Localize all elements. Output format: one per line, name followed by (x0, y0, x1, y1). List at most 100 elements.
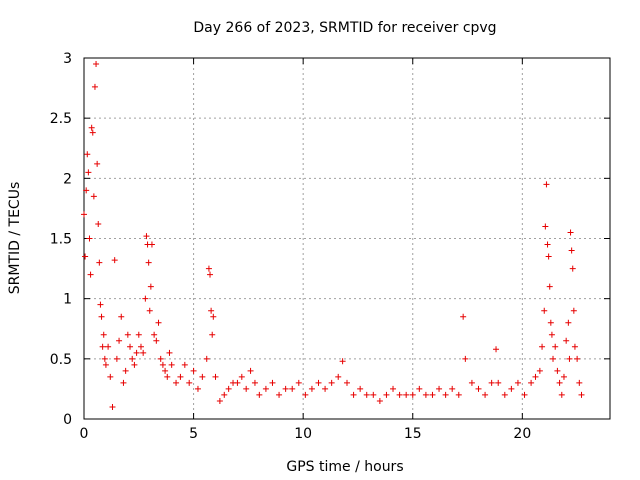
data-point (468, 379, 475, 386)
data-point (543, 181, 550, 188)
data-point (539, 343, 546, 350)
data-point (88, 124, 95, 131)
data-point (208, 307, 215, 314)
data-point (221, 391, 228, 398)
chart-title: Day 266 of 2023, SRMTID for receiver cpv… (193, 20, 496, 36)
data-point (344, 379, 350, 386)
data-point (396, 391, 403, 398)
data-point (177, 373, 184, 380)
data-point (429, 391, 436, 398)
x-tick-label: 10 (294, 426, 312, 442)
data-point (269, 379, 276, 386)
y-tick-label: 2 (63, 171, 72, 187)
data-point (571, 343, 578, 350)
data-point (282, 385, 289, 392)
data-point (302, 391, 309, 398)
data-point (81, 211, 87, 218)
data-point (85, 169, 92, 176)
data-point (87, 271, 94, 278)
data-point (142, 295, 149, 302)
data-point (376, 397, 383, 404)
data-point (558, 391, 565, 398)
data-point (247, 367, 254, 374)
data-point (181, 361, 188, 368)
y-tick-label: 1.5 (50, 232, 72, 248)
data-point (107, 373, 114, 380)
data-point (560, 373, 567, 380)
data-point (521, 391, 528, 398)
data-point (225, 385, 232, 392)
data-point (82, 253, 89, 260)
data-point (295, 379, 302, 386)
y-tick-label: 0.5 (50, 352, 72, 368)
data-point (166, 349, 173, 356)
data-point (145, 259, 152, 266)
x-axis-label: GPS time / hours (286, 459, 403, 475)
data-point (449, 385, 456, 392)
data-point (140, 349, 147, 356)
data-point (243, 385, 250, 392)
data-point (148, 241, 155, 248)
data-point (514, 379, 521, 386)
data-point (216, 397, 223, 404)
grid-layer (84, 58, 610, 419)
data-point (262, 385, 269, 392)
data-point (276, 391, 283, 398)
x-tick-label: 15 (404, 426, 422, 442)
data-point (210, 313, 217, 320)
data-point (532, 373, 539, 380)
data-point (436, 385, 443, 392)
data-point (569, 265, 576, 272)
data-point (493, 346, 500, 353)
data-point (574, 355, 581, 362)
data-points (81, 61, 585, 410)
data-point (186, 379, 193, 386)
data-point (212, 373, 219, 380)
data-point (84, 151, 91, 158)
data-point (159, 361, 166, 368)
data-point (251, 379, 258, 386)
x-tick-label: 20 (513, 426, 531, 442)
data-point (328, 379, 335, 386)
data-point (105, 343, 112, 350)
data-point (153, 337, 160, 344)
data-point (308, 385, 315, 392)
y-tick-label: 2.5 (50, 111, 72, 127)
data-point (501, 391, 508, 398)
data-point (93, 61, 100, 68)
data-point (576, 379, 583, 386)
data-point (234, 379, 241, 386)
data-point (194, 385, 201, 392)
data-point (83, 187, 90, 194)
data-point (475, 385, 482, 392)
data-point (151, 331, 158, 338)
data-point (98, 313, 105, 320)
data-point (124, 331, 131, 338)
data-point (111, 257, 118, 264)
data-point (548, 331, 555, 338)
data-point (129, 355, 136, 362)
data-point (363, 391, 370, 398)
data-point (568, 247, 575, 254)
data-point (120, 379, 127, 386)
data-point (99, 343, 106, 350)
data-point (442, 391, 449, 398)
data-point (565, 319, 572, 326)
data-point (147, 283, 154, 290)
data-point (508, 385, 515, 392)
data-point (97, 301, 104, 308)
data-point (102, 361, 109, 368)
data-point (383, 391, 390, 398)
data-point (256, 391, 263, 398)
data-point (546, 283, 553, 290)
y-axis-label: SRMTID / TECUs (7, 182, 23, 295)
data-point (422, 391, 429, 398)
data-point (199, 373, 206, 380)
data-point (495, 379, 502, 386)
data-point (118, 313, 125, 320)
data-point (460, 313, 467, 320)
x-tick-label: 0 (80, 426, 89, 442)
data-point (570, 307, 577, 314)
data-point (566, 355, 573, 362)
